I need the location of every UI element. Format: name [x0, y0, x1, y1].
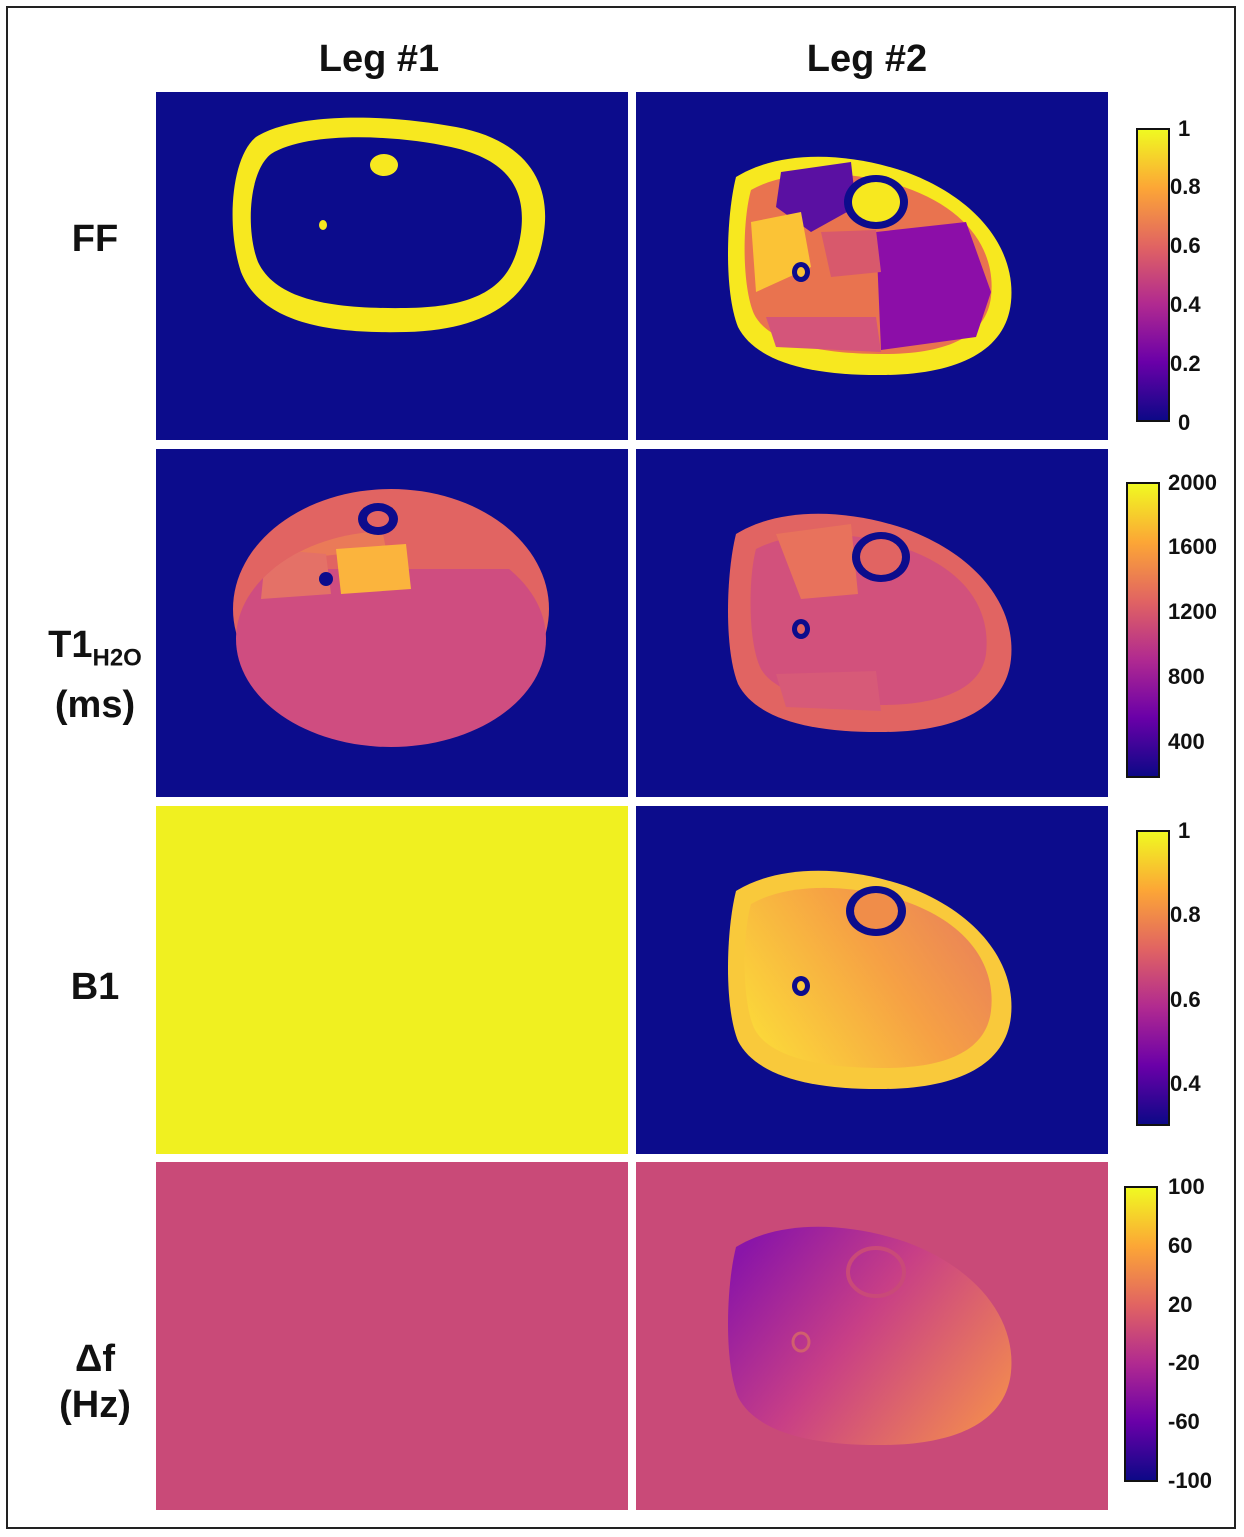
ff-tick: 0.2 [1170, 351, 1201, 376]
row-label-t1: T1H2O (ms) [20, 622, 170, 728]
b1-colorbar: 1 0.8 0.6 0.4 [1136, 818, 1236, 1126]
df-tick: -100 [1168, 1468, 1213, 1493]
t1-label-sub: H2O [92, 644, 142, 672]
ff-colorbar: 1 0.8 0.6 0.4 0.2 0 [1136, 116, 1236, 435]
t1-tick: 2000 [1168, 470, 1217, 495]
ff-leg-2-map [636, 92, 1108, 440]
ff-tick: 0.6 [1170, 233, 1201, 258]
ff-tick: 0.4 [1170, 292, 1201, 317]
column-title-leg-1: Leg #1 [318, 38, 440, 80]
figure-frame [6, 6, 1236, 1529]
df-label-unit: (Hz) [59, 1384, 131, 1426]
b1-tick: 0.6 [1170, 987, 1201, 1012]
t1-leg-1-map [156, 449, 628, 797]
ff-tick: 1 [1178, 116, 1191, 141]
row-label-b1: B1 [70, 966, 120, 1008]
b1-colorbar-gradient [1136, 830, 1170, 1126]
column-title-leg-2: Leg #2 [806, 38, 928, 80]
b1-leg-2-map [636, 806, 1108, 1154]
t1-tick: 400 [1168, 729, 1205, 754]
b1-leg-1-map [156, 806, 628, 1154]
t1-tick: 1200 [1168, 599, 1217, 624]
t1-colorbar: 2000 1600 1200 800 400 [1126, 470, 1238, 778]
row-label-df: Δf (Hz) [20, 1336, 170, 1428]
ff-tick: 0.8 [1170, 174, 1201, 199]
df-tick: -60 [1168, 1409, 1200, 1434]
df-tick: 20 [1168, 1292, 1193, 1317]
t1-leg-2-map [636, 449, 1108, 797]
t1-colorbar-gradient [1126, 482, 1160, 778]
row-label-ff: FF [71, 218, 119, 260]
df-label-main: Δf [75, 1338, 115, 1380]
ff-leg-1-map [156, 92, 628, 440]
ff-tick: 0 [1178, 410, 1191, 435]
t1-label-unit: (ms) [54, 683, 136, 726]
b1-tick: 1 [1178, 818, 1191, 843]
df-colorbar: 100 60 20 -20 -60 -100 [1124, 1174, 1238, 1493]
df-tick: 100 [1168, 1174, 1205, 1199]
b1-tick: 0.4 [1170, 1071, 1201, 1096]
df-tick: -20 [1168, 1350, 1200, 1375]
t1-tick: 1600 [1168, 534, 1217, 559]
df-leg-2-map [636, 1162, 1108, 1510]
df-leg-1-map [156, 1162, 628, 1510]
df-colorbar-gradient [1124, 1186, 1158, 1482]
b1-tick: 0.8 [1170, 902, 1201, 927]
df-tick: 60 [1168, 1233, 1193, 1258]
t1-tick: 800 [1168, 664, 1205, 689]
t1-label-main: T1 [48, 624, 93, 666]
ff-colorbar-gradient [1136, 128, 1170, 422]
